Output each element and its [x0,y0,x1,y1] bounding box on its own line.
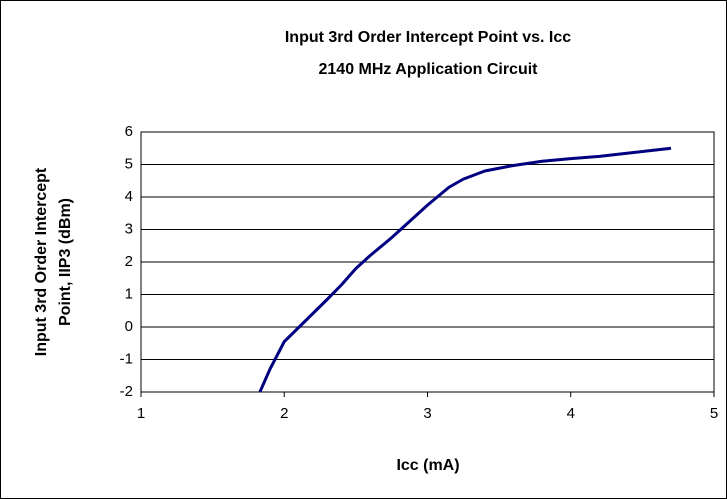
plot-frame [140,131,715,393]
y-tick-label: 3 [125,220,133,237]
y-tick-label: 5 [125,155,133,172]
y-axis-label-line: Input 3rd Order Intercept [33,167,50,356]
x-tick-label: 5 [710,405,718,422]
x-tick-label: 4 [567,405,575,422]
x-tick-label: 2 [280,405,288,422]
line-series [258,146,672,393]
y-axis-label-line: Point, IIP3 (dBm) [57,198,74,326]
y-tick-label: -2 [120,383,133,400]
y-tick-label: -1 [120,350,133,367]
x-tick-label: 3 [423,405,431,422]
y-tick-label: 2 [125,253,133,270]
x-tick-label: 1 [137,405,145,422]
x-axis-label: Icc (mA) [396,457,459,474]
y-tick-label: 4 [125,188,133,205]
y-axis-label: Input 3rd Order Intercept Point, IIP3 (d… [33,167,74,356]
chart-subtitle: 2140 MHz Application Circuit [319,61,539,78]
y-tick-label: 6 [125,123,133,140]
y-tick-label: 1 [125,285,133,302]
chart-title: Input 3rd Order Intercept Point vs. Icc [285,29,571,46]
y-tick-label: 0 [125,318,133,335]
